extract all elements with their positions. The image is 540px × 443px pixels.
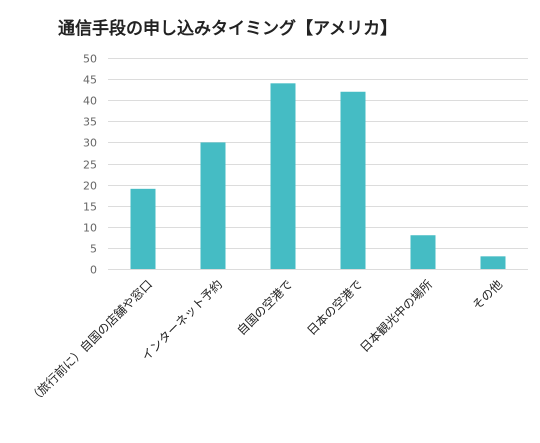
x-category-label: その他 (470, 277, 505, 312)
bar (410, 235, 436, 269)
y-tick-label: 50 (83, 53, 97, 66)
bars (130, 83, 506, 269)
x-category-label: 日本観光中の場所 (357, 277, 435, 355)
bar (200, 142, 226, 269)
y-tick-label: 30 (83, 137, 97, 150)
x-category-label: 自国の空港で (234, 277, 295, 338)
y-axis-ticks: 0 5 10 15 20 25 30 35 40 45 50 (83, 53, 97, 277)
bar (340, 91, 366, 269)
y-tick-label: 5 (90, 243, 97, 256)
y-tick-label: 40 (83, 95, 97, 108)
x-category-label: 日本の空港で (304, 277, 365, 338)
x-category-label: （旅行前に）自国の店舗や窓口 (26, 277, 155, 406)
y-tick-label: 10 (83, 222, 97, 235)
y-tick-label: 35 (83, 116, 97, 129)
y-tick-label: 15 (83, 201, 97, 214)
y-tick-label: 25 (83, 159, 97, 172)
bar (270, 83, 296, 269)
y-tick-label: 45 (83, 74, 97, 87)
y-tick-label: 0 (90, 264, 97, 277)
bar (480, 256, 506, 269)
gridlines (108, 58, 528, 270)
chart-title: 通信手段の申し込みタイミング【アメリカ】 (58, 19, 398, 39)
bar (130, 188, 156, 269)
y-tick-label: 20 (83, 180, 97, 193)
